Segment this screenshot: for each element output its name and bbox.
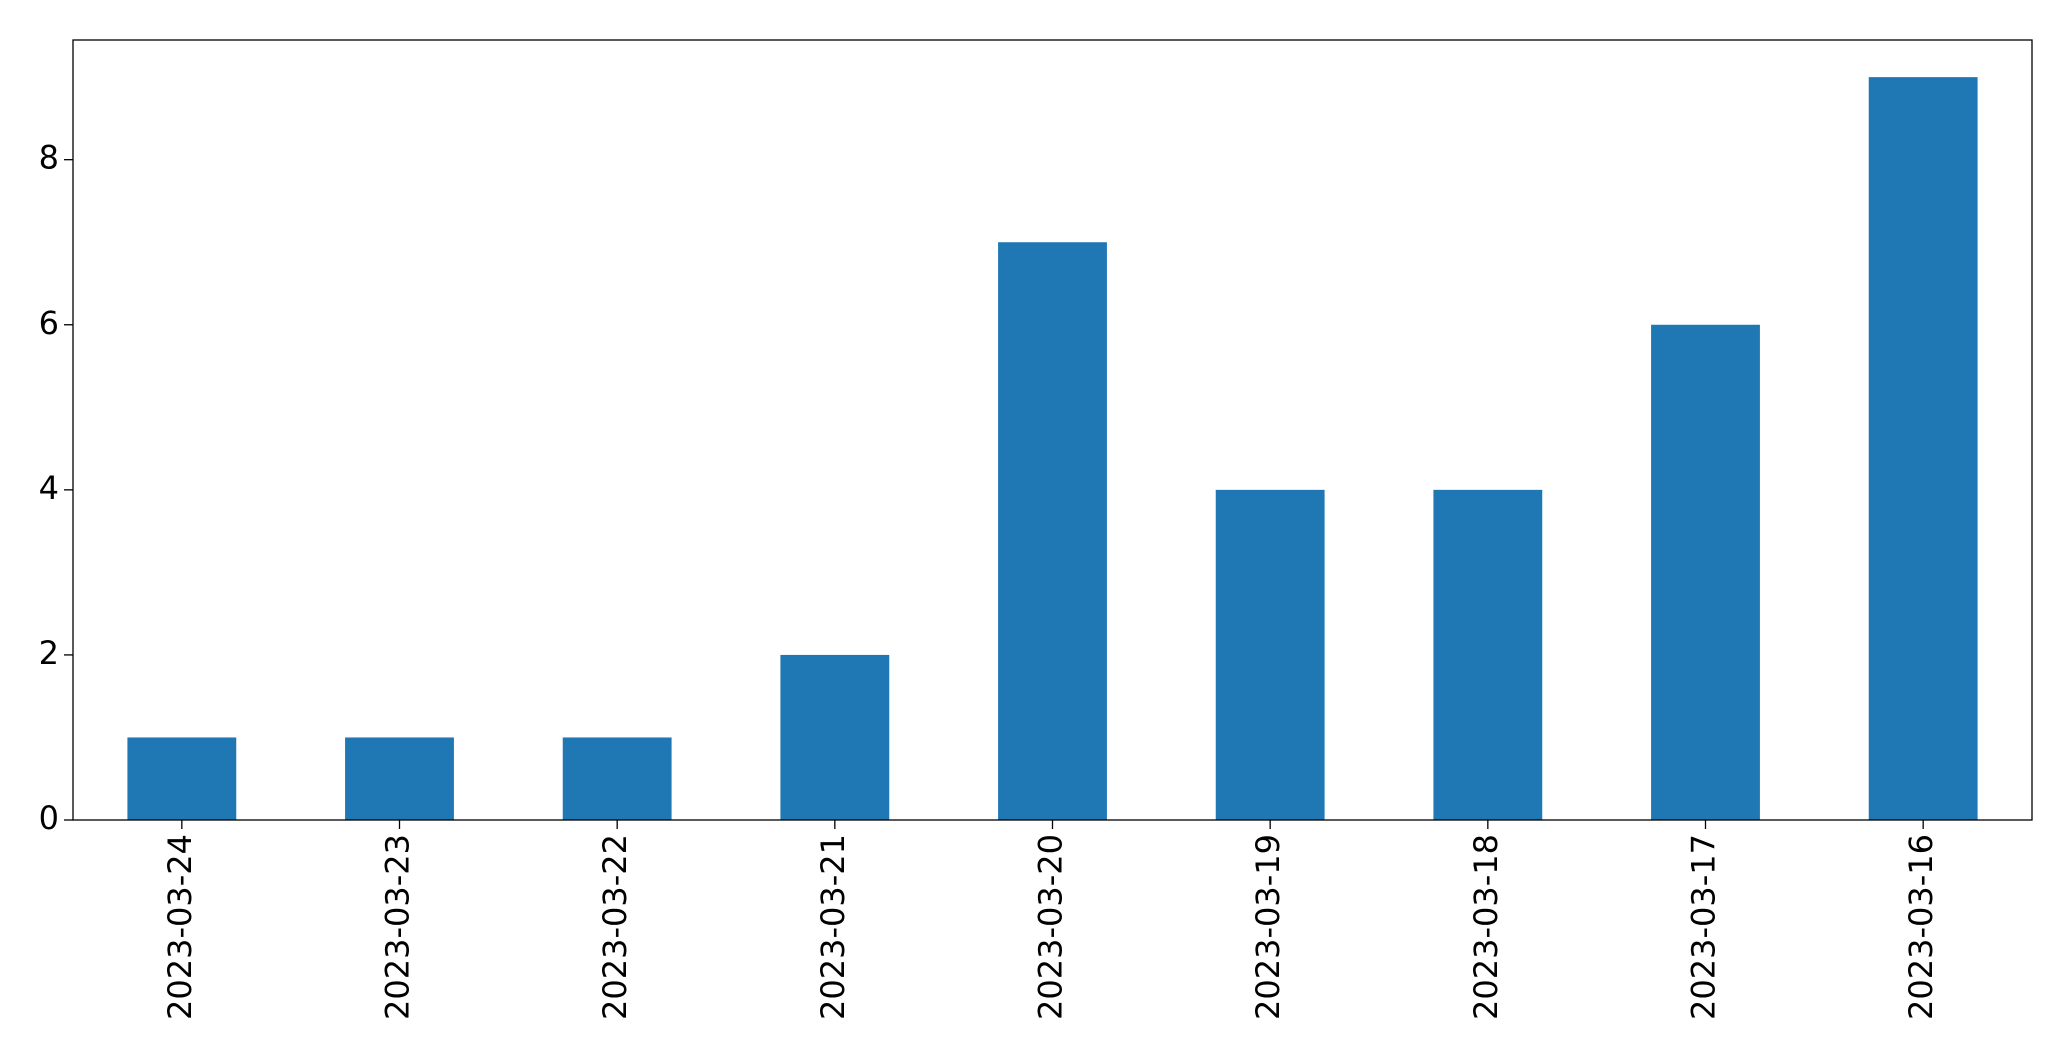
- x-tick-label: 2023-03-17: [1685, 834, 1723, 1020]
- y-tick-label: 8: [39, 139, 59, 177]
- y-tick-label: 0: [39, 799, 59, 837]
- bar: [780, 654, 890, 820]
- x-tick-label: 2023-03-22: [596, 834, 634, 1020]
- y-tick-label: 6: [39, 304, 59, 342]
- bar: [127, 737, 237, 820]
- y-tick-label: 2: [39, 634, 59, 672]
- x-tick-label: 2023-03-20: [1032, 834, 1070, 1020]
- bar: [998, 242, 1107, 820]
- bar: [1215, 489, 1325, 820]
- plot-frame: [72, 39, 2033, 821]
- x-tick-label: 2023-03-24: [161, 834, 199, 1020]
- x-tick-label: 2023-03-18: [1467, 834, 1505, 1020]
- x-tick-label: 2023-03-21: [814, 834, 852, 1020]
- x-tick-label: 2023-03-19: [1249, 834, 1287, 1020]
- bar: [1651, 324, 1760, 820]
- x-tick-label: 2023-03-23: [379, 834, 417, 1020]
- bar: [562, 737, 672, 820]
- bar: [345, 737, 454, 820]
- y-tick-label: 4: [39, 469, 59, 507]
- bar: [1433, 489, 1543, 820]
- x-tick-label: 2023-03-16: [1902, 834, 1940, 1020]
- bar: [1868, 77, 1978, 820]
